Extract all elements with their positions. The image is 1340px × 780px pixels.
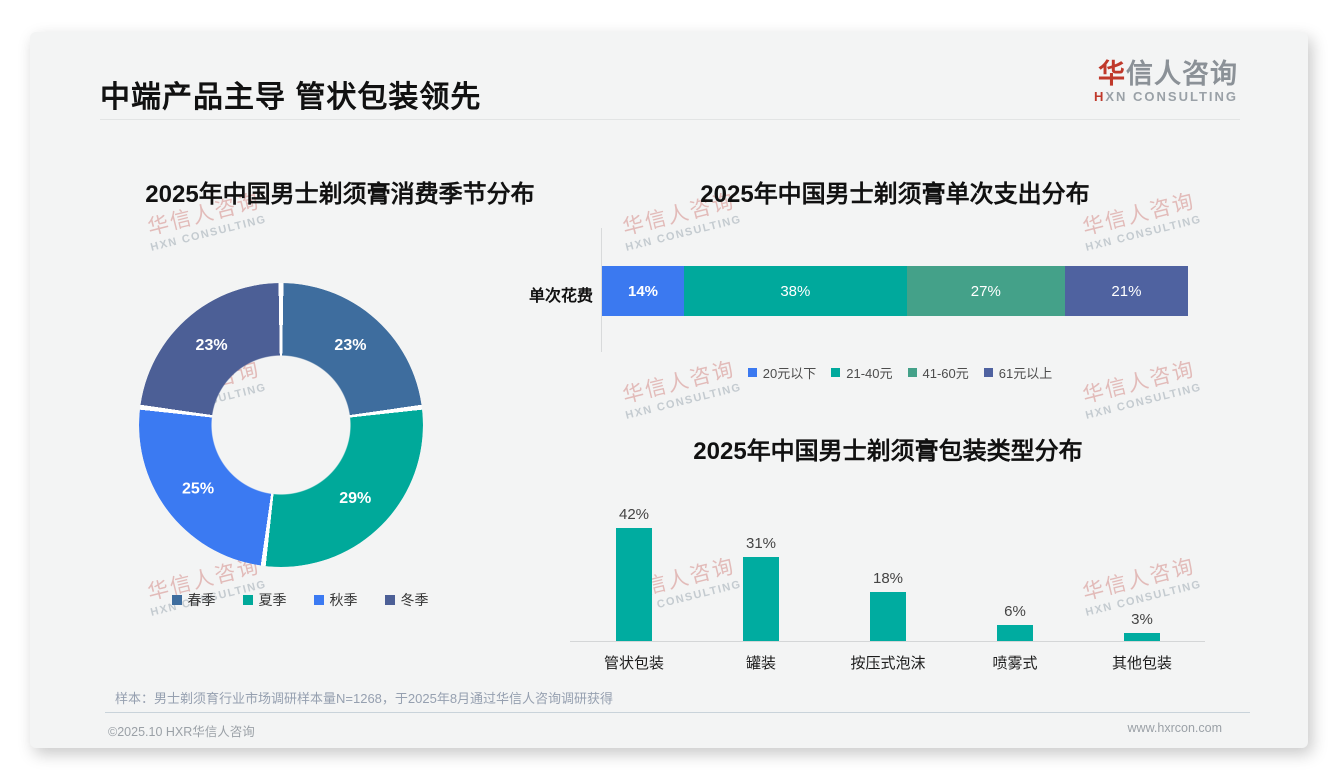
legend-swatch <box>242 595 253 605</box>
donut-slice-label: 23% <box>334 337 367 355</box>
bar <box>997 624 1033 641</box>
season-donut-labels: 23% 29% 25% 23% <box>139 283 423 567</box>
bar-category-label: 喷雾式 <box>992 655 1038 672</box>
legend-item-under20: 20元以下 <box>747 363 816 382</box>
legend-item-41-60: 41-60元 <box>907 363 969 382</box>
bar-group-tube: 42% 管状包装 <box>574 470 694 672</box>
bar-category-label: 按压式泡沫 <box>850 655 926 672</box>
bar-value-label: 42% <box>618 505 650 523</box>
donut-slice-label: 29% <box>339 490 372 508</box>
logo-english-text: HXN CONSULTING <box>1093 88 1238 104</box>
segment-value-label: 38% <box>780 282 811 300</box>
company-logo: 华信人咨询 HXN CONSULTING <box>1093 59 1238 104</box>
spend-legend: 20元以下 21-40元 41-60元 61元以上 <box>650 363 1150 382</box>
season-legend: 春季 夏季 秋季 冬季 <box>100 590 500 610</box>
season-chart-title: 2025年中国男士剃须膏消费季节分布 <box>145 181 535 208</box>
stacked-segment: 21% <box>1064 266 1188 316</box>
season-donut-chart <box>139 283 423 567</box>
bar-category-label: 罐装 <box>745 655 776 672</box>
legend-item-spring: 春季 <box>171 590 216 610</box>
sample-footnote: 样本：男士剃须育行业市场调研样本量N=1268，于2025年8月通过华信人咨询调… <box>115 691 614 706</box>
legend-item-summer: 夏季 <box>242 590 287 610</box>
footer-divider <box>105 712 1250 713</box>
footer-copyright: ©2025.10 HXR华信人咨询 <box>108 725 255 739</box>
stacked-segment: 27% <box>906 266 1065 316</box>
bar-category-label: 其他包装 <box>1111 655 1172 672</box>
packaging-chart-x-axis <box>570 641 1205 642</box>
legend-item-over61: 61元以上 <box>983 363 1052 382</box>
donut-slice-label: 25% <box>182 480 215 498</box>
bar-value-label: 18% <box>872 570 904 588</box>
legend-swatch <box>171 595 182 605</box>
legend-swatch <box>983 368 993 377</box>
header-divider <box>100 119 1240 120</box>
legend-swatch <box>384 595 395 605</box>
segment-value-label: 21% <box>1111 282 1142 300</box>
bar-value-label: 3% <box>1131 610 1153 628</box>
bar <box>1124 632 1160 641</box>
segment-value-label: 14% <box>628 282 659 300</box>
spend-chart-title: 2025年中国男士剃须膏单次支出分布 <box>700 181 1090 208</box>
bar-group-other: 3% 其他包装 <box>1082 470 1202 672</box>
spend-stacked-bar: 14% 38% 27% 21% <box>602 266 1188 316</box>
legend-swatch <box>313 595 324 605</box>
bar-category-label: 管状包装 <box>603 655 664 672</box>
bar <box>870 592 906 641</box>
segment-value-label: 27% <box>970 282 1001 300</box>
legend-item-21-40: 21-40元 <box>831 363 893 382</box>
stacked-segment: 38% <box>684 266 907 316</box>
bar-value-label: 31% <box>745 535 777 553</box>
bar-group-can: 31% 罐装 <box>701 470 821 672</box>
bar-group-pump-foam: 18% 按压式泡沫 <box>828 470 948 672</box>
spend-chart-y-axis <box>601 228 602 352</box>
legend-item-autumn: 秋季 <box>313 590 358 610</box>
page-title: 中端产品主导 管状包装领先 <box>100 81 482 114</box>
legend-swatch <box>747 368 757 377</box>
legend-swatch <box>831 368 841 377</box>
bar-group-spray: 6% 喷雾式 <box>955 470 1075 672</box>
footer-website: www.hxrcon.com <box>1127 721 1222 735</box>
packaging-chart-title: 2025年中国男士剃须膏包装类型分布 <box>693 438 1083 465</box>
donut-slice-label: 23% <box>195 337 228 355</box>
legend-swatch <box>907 368 917 377</box>
bar <box>743 557 779 641</box>
logo-chinese-text: 华信人咨询 <box>1098 59 1238 89</box>
bar <box>616 527 652 641</box>
stacked-segment: 14% <box>602 266 685 316</box>
legend-item-winter: 冬季 <box>384 590 429 610</box>
bar-value-label: 6% <box>1004 602 1026 620</box>
spend-row-label: 单次花费 <box>528 288 593 305</box>
